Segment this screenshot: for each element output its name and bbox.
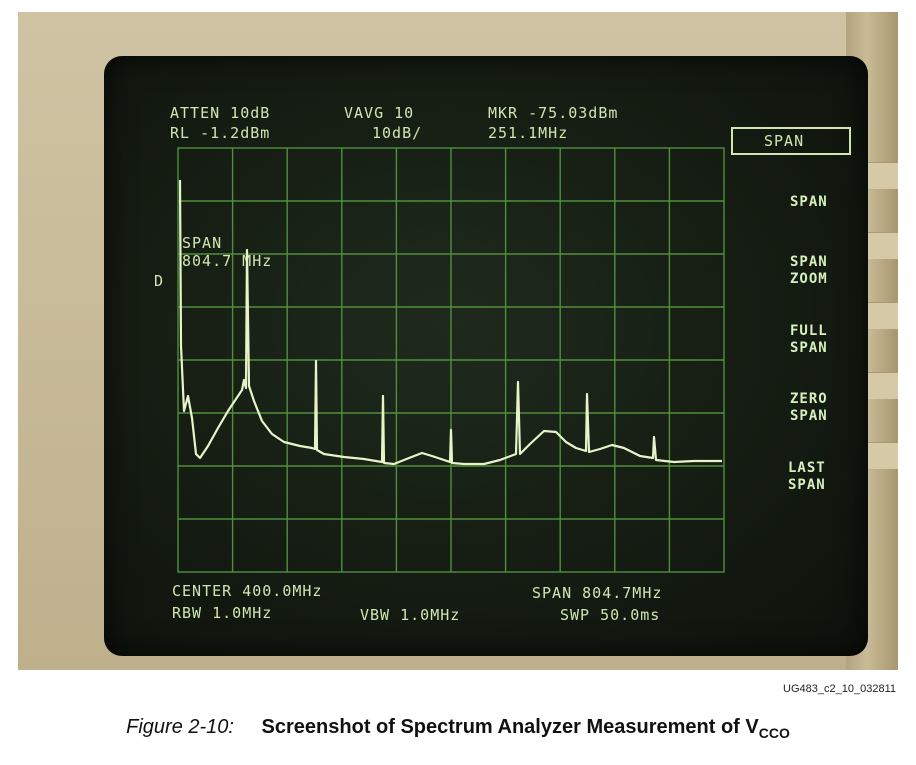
span-annotation-label: SPAN	[182, 234, 222, 252]
softkey-zero-span-line1: ZERO	[790, 391, 828, 407]
softkey-last-span-line2: SPAN	[788, 477, 826, 493]
scale-readout: 10dB/	[372, 124, 422, 142]
span-readout: SPAN 804.7MHz	[532, 584, 662, 602]
center-frequency-readout: CENTER 400.0MHz	[172, 582, 322, 600]
marker-frequency: 251.1MHz	[488, 124, 568, 142]
vbw-readout: VBW 1.0MHz	[360, 606, 460, 624]
softkey-span-zoom-line1: SPAN	[790, 254, 828, 270]
figure-title: Screenshot of Spectrum Analyzer Measurem…	[261, 716, 759, 738]
softkey-full-span-line1: FULL	[790, 323, 828, 339]
spectrum-trace	[178, 179, 722, 466]
rbw-readout: RBW 1.0MHz	[172, 604, 272, 622]
analyzer-photo: ATTEN 10dB VAVG 10 MKR -75.03dBm RL -1.2…	[18, 12, 898, 670]
atten-readout: ATTEN 10dB	[170, 104, 270, 122]
softkey-span-zoom-line2: ZOOM	[790, 271, 828, 287]
figure-id-label: UG483_c2_10_032811	[783, 683, 896, 695]
softkey-span-zoom[interactable]: SPAN ZOOM	[790, 254, 828, 287]
figure-title-subscript: CCO	[758, 725, 790, 741]
spectrum-display: ATTEN 10dB VAVG 10 MKR -75.03dBm RL -1.2…	[154, 104, 851, 624]
marker-symbol: D	[154, 272, 164, 290]
span-annotation-value: 804.7 MHz	[182, 252, 272, 270]
mode-box	[731, 127, 851, 155]
softkey-span-label: SPAN	[790, 194, 828, 210]
softkey-full-span-line2: SPAN	[790, 340, 828, 356]
mode-box-label: SPAN	[764, 132, 804, 150]
softkey-last-span-line1: LAST	[788, 460, 826, 476]
softkey-zero-span-line2: SPAN	[790, 408, 828, 424]
crt-screen: ATTEN 10dB VAVG 10 MKR -75.03dBm RL -1.2…	[104, 56, 868, 656]
sweep-time-readout: SWP 50.0ms	[560, 606, 660, 624]
graticule	[177, 147, 725, 573]
marker-amplitude: MKR -75.03dBm	[488, 104, 618, 122]
softkey-last-span[interactable]: LAST SPAN	[788, 460, 826, 493]
vavg-readout: VAVG 10	[344, 104, 414, 122]
figure-number: Figure 2-10:	[126, 716, 234, 738]
softkey-full-span[interactable]: FULL SPAN	[790, 323, 828, 356]
figure-caption: Figure 2-10: Screenshot of Spectrum Anal…	[0, 716, 916, 741]
softkey-zero-span[interactable]: ZERO SPAN	[790, 391, 828, 424]
softkey-span[interactable]: SPAN	[790, 194, 828, 210]
ref-level-readout: RL -1.2dBm	[170, 124, 270, 142]
